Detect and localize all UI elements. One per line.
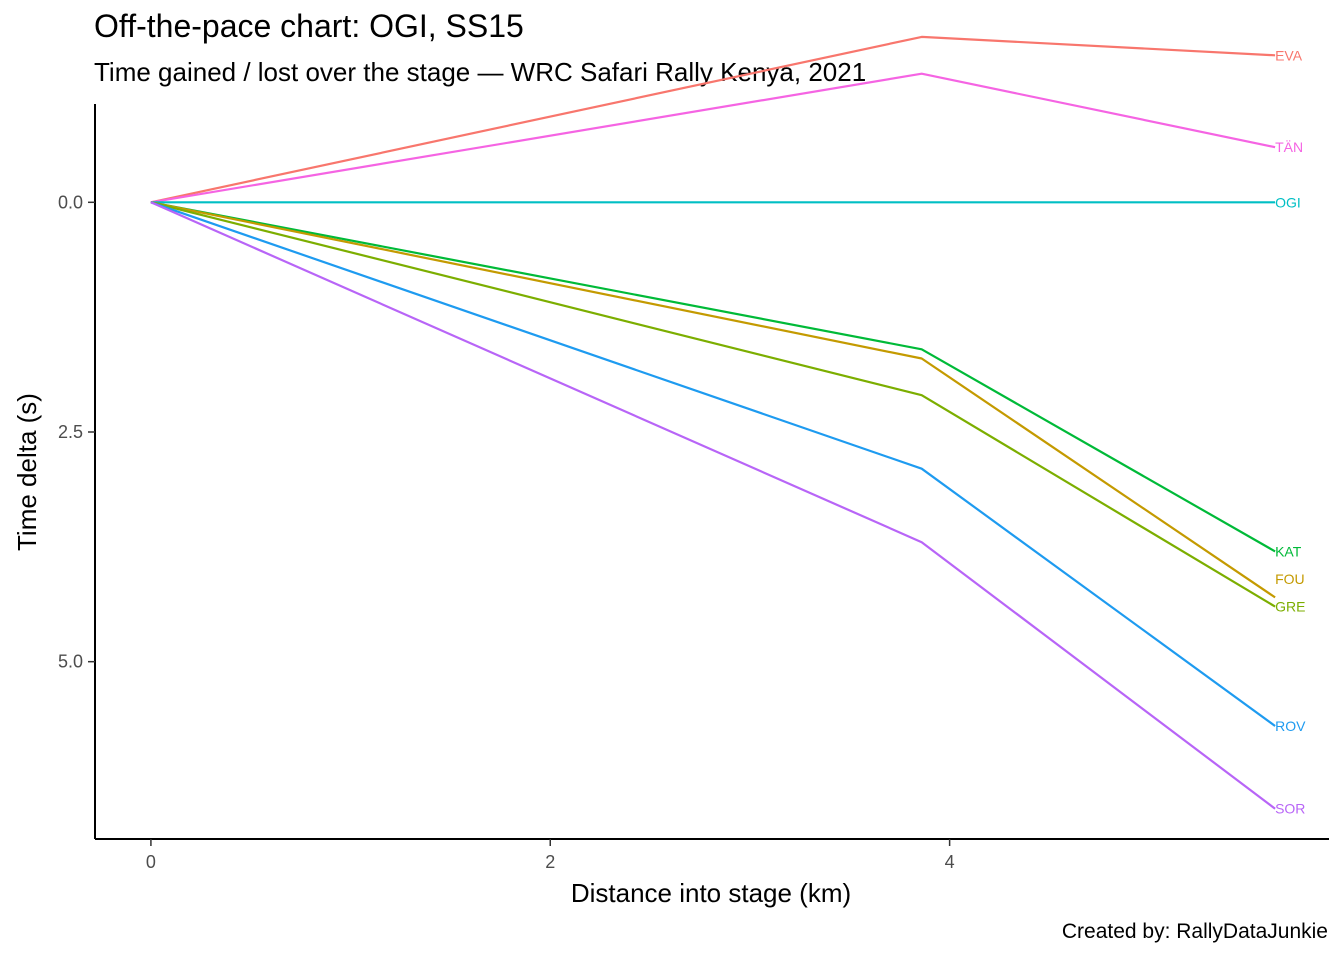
y-tick-label: 0.0 <box>58 192 83 212</box>
series-line-eva <box>150 35 1276 204</box>
series-line-fou <box>150 201 1276 599</box>
series-lines <box>150 35 1276 810</box>
caption: Created by: RallyDataJunkie <box>1061 920 1328 943</box>
series-line-gre <box>150 201 1276 608</box>
series-label-rov: ROV <box>1275 718 1306 734</box>
series-label-sor: SOR <box>1275 801 1305 817</box>
series-label-tän: TÄN <box>1275 139 1303 155</box>
series-line-sor <box>150 201 1276 810</box>
series-end-labels: EVA TÄN OGI KAT FOU GRE ROV SOR <box>1275 47 1306 816</box>
page-title: Off-the-pace chart: OGI, SS15 <box>94 8 524 44</box>
x-axis-ticks: 0 2 4 <box>146 839 955 872</box>
y-axis-ticks: 0.0 2.5 5.0 <box>58 192 95 672</box>
series-label-gre: GRE <box>1275 599 1305 615</box>
y-tick-label: 2.5 <box>58 422 83 442</box>
series-label-eva: EVA <box>1275 47 1303 63</box>
x-axis-title: Distance into stage (km) <box>571 878 851 908</box>
series-label-kat: KAT <box>1275 543 1302 559</box>
x-tick-label: 0 <box>146 852 156 872</box>
series-line-tän <box>150 72 1276 204</box>
series-label-ogi: OGI <box>1275 194 1301 210</box>
x-tick-label: 2 <box>545 852 555 872</box>
series-label-fou: FOU <box>1275 571 1305 587</box>
x-tick-label: 4 <box>945 852 955 872</box>
series-line-rov <box>150 201 1276 727</box>
series-line-kat <box>150 201 1276 553</box>
page-subtitle: Time gained / lost over the stage — WRC … <box>94 57 867 87</box>
y-tick-label: 5.0 <box>58 652 83 672</box>
y-axis-title: Time delta (s) <box>12 393 42 551</box>
